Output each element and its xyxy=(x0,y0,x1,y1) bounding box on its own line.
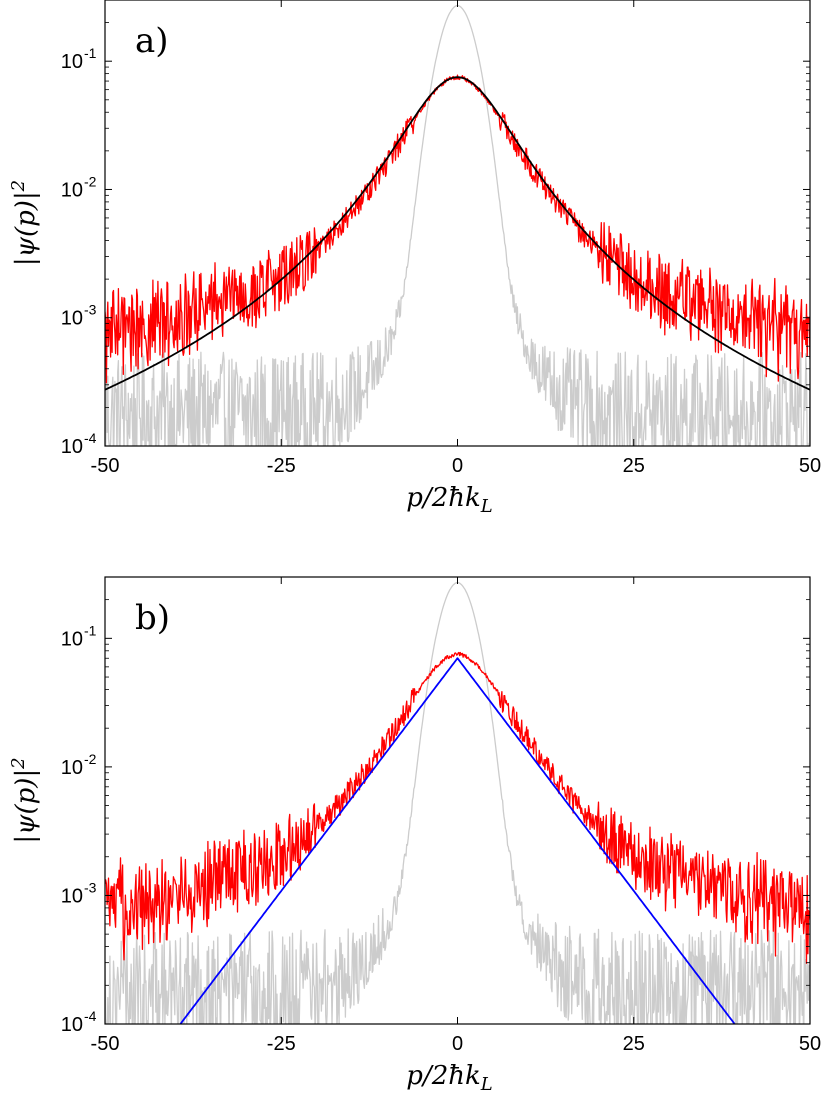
measured-distribution-line xyxy=(105,651,810,964)
y-tick-exponent: -3 xyxy=(84,879,97,895)
fit-line xyxy=(105,76,810,391)
y-tick-label: 10 xyxy=(61,757,83,779)
x-tick-label: 50 xyxy=(799,455,821,477)
y-tick-exponent: -1 xyxy=(84,45,97,61)
y-tick-label: 10 xyxy=(61,436,83,458)
y-tick-label: 10 xyxy=(61,308,83,330)
y-tick-exponent: -4 xyxy=(84,430,97,446)
y-tick-label: 10 xyxy=(61,628,83,650)
y-tick-label: 10 xyxy=(61,1014,83,1036)
y-tick-label: 10 xyxy=(61,885,83,907)
measured-distribution-line xyxy=(105,74,810,384)
x-tick-label: -50 xyxy=(91,1033,120,1055)
x-axis-label: p/2ħkL xyxy=(406,483,492,517)
y-tick-exponent: -3 xyxy=(84,302,97,318)
y-tick-exponent: -1 xyxy=(84,622,97,638)
x-tick-label: -25 xyxy=(267,455,296,477)
panel-label: a) xyxy=(135,21,169,61)
y-tick-label: 10 xyxy=(61,51,83,73)
exponential-fit-line xyxy=(179,657,736,1024)
y-tick-exponent: -4 xyxy=(84,1008,97,1024)
x-tick-label: 25 xyxy=(623,1033,645,1055)
y-tick-exponent: -2 xyxy=(84,173,97,189)
y-tick-exponent: -2 xyxy=(84,751,97,767)
y-tick-label: 10 xyxy=(61,179,83,201)
x-tick-label: -50 xyxy=(91,455,120,477)
plot-frame xyxy=(104,0,811,447)
x-tick-label: 50 xyxy=(799,1033,821,1055)
x-tick-label: -25 xyxy=(267,1033,296,1055)
y-axis-label: |ψ(p)|2 xyxy=(8,757,41,843)
x-tick-label: 0 xyxy=(452,1033,463,1055)
x-tick-label: 0 xyxy=(452,455,463,477)
x-tick-label: 25 xyxy=(623,455,645,477)
y-axis-label: |ψ(p)|2 xyxy=(8,180,41,266)
x-axis-label: p/2ħkL xyxy=(406,1061,492,1095)
panel-label: b) xyxy=(135,598,170,638)
